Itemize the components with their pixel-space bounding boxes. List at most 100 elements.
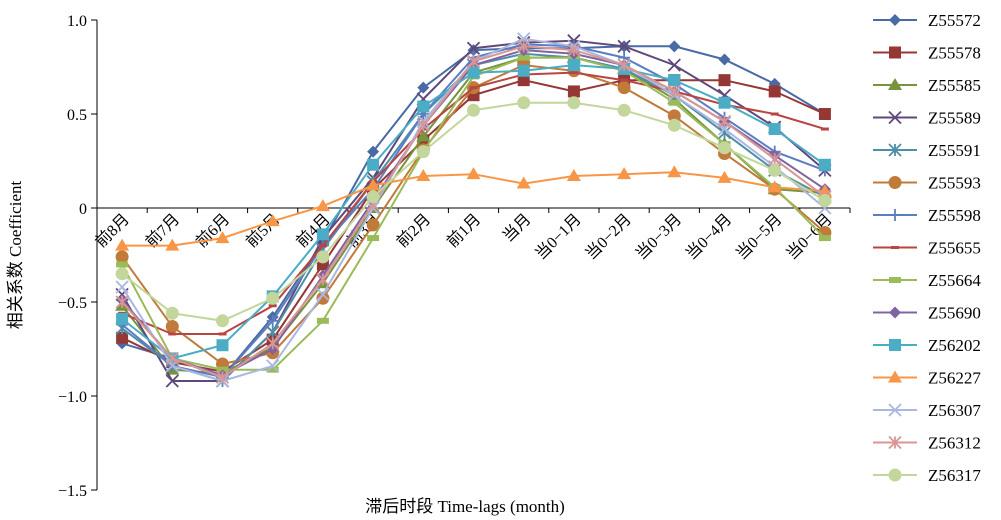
data-point bbox=[165, 319, 179, 333]
legend-marker bbox=[889, 209, 901, 221]
legend-label: Z56317 bbox=[928, 466, 981, 485]
data-point bbox=[316, 317, 329, 324]
data-point bbox=[820, 127, 829, 131]
data-point bbox=[367, 145, 380, 158]
data-point bbox=[316, 228, 329, 241]
legend-item: Z56312 bbox=[873, 434, 981, 453]
data-point bbox=[367, 235, 380, 242]
data-point bbox=[667, 84, 681, 99]
data-point bbox=[417, 100, 430, 113]
data-point bbox=[115, 280, 129, 294]
legend-marker bbox=[889, 339, 901, 351]
data-point bbox=[266, 359, 280, 373]
data-point bbox=[366, 190, 380, 204]
data-point bbox=[315, 199, 330, 212]
data-point bbox=[367, 158, 380, 171]
data-point bbox=[316, 287, 330, 302]
legend-marker bbox=[889, 14, 901, 26]
data-point bbox=[818, 193, 832, 207]
legend-label: Z55690 bbox=[928, 304, 981, 323]
data-point bbox=[116, 312, 129, 325]
data-point bbox=[717, 114, 732, 129]
x-axis-title: 滞后时段 Time-lags (month) bbox=[365, 497, 565, 516]
legend-label: Z55572 bbox=[928, 11, 981, 30]
data-point bbox=[667, 58, 681, 72]
data-point bbox=[517, 64, 530, 77]
data-point bbox=[216, 314, 229, 328]
data-point bbox=[567, 59, 580, 72]
legend-item: Z55593 bbox=[873, 174, 981, 193]
data-point bbox=[768, 123, 781, 136]
data-point bbox=[667, 118, 681, 132]
legend-item: Z55655 bbox=[873, 239, 981, 258]
legend-label: Z55655 bbox=[928, 239, 981, 258]
data-point bbox=[718, 74, 731, 87]
legend-item: Z55690 bbox=[873, 304, 981, 323]
data-point bbox=[466, 41, 481, 55]
data-point bbox=[567, 43, 581, 57]
data-point bbox=[417, 81, 430, 94]
legend-item: Z55591 bbox=[873, 141, 981, 160]
data-point bbox=[718, 141, 731, 155]
legend-item: Z55589 bbox=[873, 109, 981, 128]
data-point bbox=[718, 53, 731, 66]
x-tick-label: 当0−2月 bbox=[582, 210, 635, 263]
legend-label: Z55598 bbox=[928, 206, 981, 225]
data-point bbox=[165, 374, 179, 388]
data-point bbox=[567, 96, 581, 110]
data-point bbox=[268, 304, 277, 308]
data-point bbox=[266, 314, 279, 327]
x-tick-label: 前5月 bbox=[243, 210, 284, 251]
data-point bbox=[567, 85, 580, 98]
legend-label: Z55593 bbox=[928, 174, 981, 193]
y-tick-label: −0.5 bbox=[58, 295, 87, 312]
data-point bbox=[517, 54, 530, 61]
data-point bbox=[717, 170, 732, 183]
legend-marker bbox=[889, 46, 901, 59]
data-point bbox=[467, 103, 480, 117]
data-point bbox=[218, 332, 227, 336]
data-point bbox=[768, 152, 782, 166]
legend-label: Z55664 bbox=[928, 271, 981, 290]
x-tick-label: 前1月 bbox=[443, 210, 484, 251]
data-point bbox=[416, 145, 430, 159]
data-point bbox=[265, 214, 280, 227]
data-point bbox=[617, 58, 631, 72]
data-point bbox=[718, 96, 731, 109]
data-point bbox=[668, 74, 681, 87]
data-point bbox=[366, 218, 380, 232]
data-point bbox=[467, 66, 480, 79]
data-point bbox=[266, 366, 279, 373]
x-tick-label: 当0−1月 bbox=[532, 210, 585, 263]
series-Z56227 bbox=[115, 165, 832, 251]
legend-item: Z55598 bbox=[873, 206, 981, 225]
data-point bbox=[416, 129, 431, 142]
y-tick-label: 1.0 bbox=[67, 13, 87, 30]
legend-marker bbox=[888, 468, 902, 482]
legend-label: Z56307 bbox=[928, 401, 981, 420]
data-point bbox=[617, 167, 632, 180]
series-line bbox=[121, 101, 826, 322]
legend-marker bbox=[888, 176, 902, 189]
data-point bbox=[116, 261, 129, 268]
data-point bbox=[667, 109, 681, 123]
legend-marker bbox=[888, 143, 902, 157]
data-point bbox=[566, 169, 581, 182]
data-point bbox=[115, 238, 130, 251]
legend-marker bbox=[889, 306, 901, 319]
x-tick-label: 当月 bbox=[499, 210, 534, 245]
data-point bbox=[668, 99, 681, 106]
legend-label: Z56202 bbox=[928, 336, 981, 355]
y-tick-label: −1.5 bbox=[58, 483, 87, 500]
legend-marker bbox=[888, 370, 902, 383]
legend: Z55572 Z55578 Z55585 Z55589 Z55591 Z55593 Z555… bbox=[873, 11, 981, 485]
data-point bbox=[168, 332, 177, 336]
legend-marker bbox=[888, 78, 902, 90]
data-point bbox=[767, 180, 782, 193]
legend-item: Z55572 bbox=[873, 11, 981, 30]
x-tick-label: 当0−5月 bbox=[732, 210, 785, 263]
data-point bbox=[466, 54, 481, 68]
data-point bbox=[516, 176, 531, 189]
data-point bbox=[115, 250, 129, 264]
